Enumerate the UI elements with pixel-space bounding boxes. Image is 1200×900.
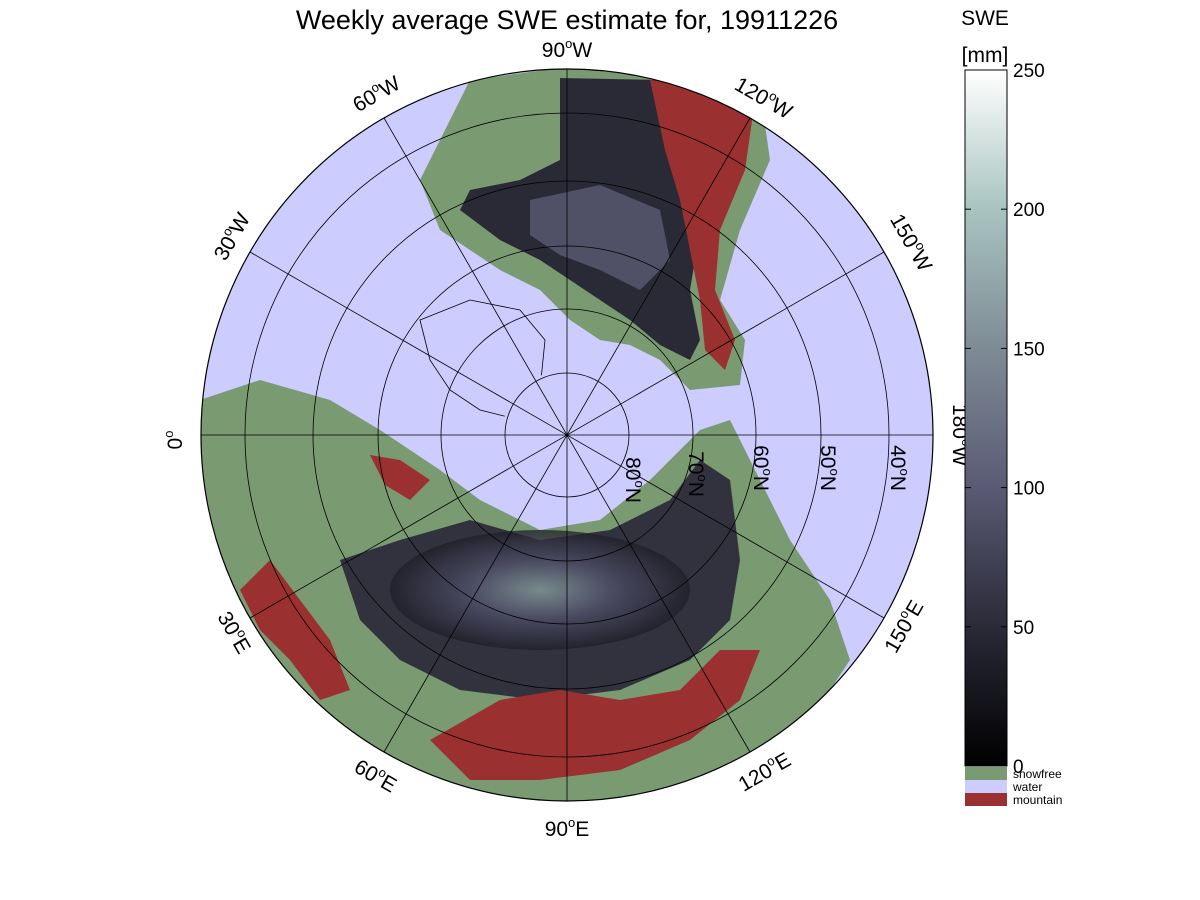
- parallel-labels: 80oN 70oN 60oN 50oN 40oN: [621, 445, 912, 503]
- colorbar-tick-label: 50: [1013, 618, 1034, 639]
- asian-mountains: [430, 650, 760, 780]
- colorbar-label-unit: [mm]: [962, 44, 1009, 67]
- meridian-label: 90oW: [542, 36, 593, 62]
- map-title: Weekly average SWE estimate for, 1991122…: [296, 5, 838, 35]
- legend-swatch-water: [965, 780, 1007, 793]
- polar-map: [200, 68, 934, 802]
- colorbar-gradient: [964, 69, 1008, 767]
- legend-label-snowfree: snowfree: [1013, 767, 1062, 781]
- meridian-label: 60oW: [348, 69, 405, 117]
- colorbar-tick-label: 150: [1013, 339, 1045, 360]
- colorbar-label-swe: SWE: [961, 7, 1009, 30]
- meridian-label: 150oW: [885, 209, 939, 276]
- siberia-deep-snow: [390, 530, 690, 650]
- parallel-label: 50oN: [816, 445, 842, 491]
- meridian-label: 90oE: [545, 815, 590, 841]
- colorbar-tick-label: 0: [1013, 757, 1024, 778]
- meridian-label: 0o: [161, 431, 187, 450]
- parallel-label: 70oN: [684, 451, 710, 497]
- legend-label-mountain: mountain: [1013, 793, 1062, 807]
- north-america-snowpack-deep: [530, 185, 670, 290]
- map-border: [200, 68, 934, 802]
- legend-swatch-mountain: [965, 793, 1007, 806]
- meridian-label: 150oE: [878, 595, 929, 657]
- graticule: [201, 69, 933, 801]
- scandinavian-mountains: [370, 455, 430, 500]
- colorbar-ticks: 0 50 100 150 200 250: [965, 61, 1045, 778]
- colorbar-tick-label: 100: [1013, 479, 1045, 500]
- colorbar-tick-label: 250: [1013, 61, 1045, 82]
- meridian-150w-30e: [249, 251, 885, 619]
- colorbar-tick-label: 200: [1013, 200, 1045, 221]
- parallel-label: 60oN: [749, 445, 775, 491]
- rocky-mountains: [650, 80, 755, 370]
- parallel-label: 80oN: [621, 457, 647, 503]
- european-mountains: [240, 560, 350, 700]
- legend-label-water: water: [1012, 780, 1042, 794]
- legend-swatch-snowfree: [965, 767, 1007, 780]
- meridian-label: 60oE: [350, 753, 402, 798]
- parallel-label: 40oN: [886, 445, 912, 491]
